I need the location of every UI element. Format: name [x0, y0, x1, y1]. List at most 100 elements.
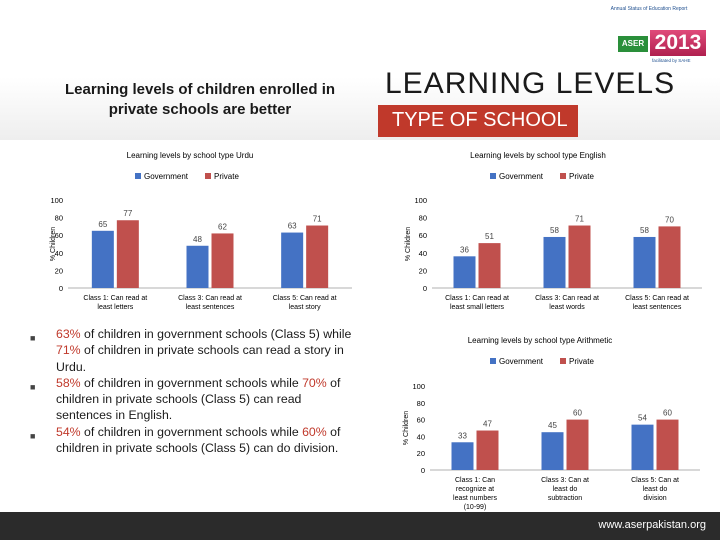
x-tick-label: Class 5: Can read at	[273, 295, 337, 302]
bar-private	[476, 430, 499, 470]
legend-swatch-private	[205, 173, 211, 179]
chart-title: Learning levels by school type Urdu	[127, 151, 254, 160]
logo-year: 2013	[650, 30, 706, 56]
bullet-private-pct: 60%	[302, 424, 327, 439]
bullet-government-pct: 58%	[56, 375, 81, 390]
chart-title: Learning levels by school type English	[470, 151, 606, 160]
y-tick-label: 40	[417, 432, 425, 441]
x-tick-label: subtraction	[548, 495, 582, 502]
bar-government	[543, 236, 566, 288]
bullet-text: of children in private schools (Class 5)…	[56, 424, 341, 456]
x-tick-label: least numbers	[453, 495, 497, 502]
section-label: TYPE OF SCHOOL	[392, 109, 568, 131]
bullet-item-english: ■ 58% of children in government schools w…	[30, 375, 360, 424]
logo-aser: ASER	[618, 36, 648, 52]
x-tick-label: Class 3: Can read at	[535, 295, 599, 302]
chart-title: Learning levels by school type Arithmeti…	[468, 336, 613, 345]
x-tick-label: Class 5: Can at	[631, 477, 679, 484]
data-label: 62	[218, 222, 227, 231]
slide-title: LEARNING LEVELS	[385, 67, 676, 100]
bar-government	[451, 442, 474, 470]
y-tick-label: 60	[55, 231, 63, 240]
y-tick-label: 0	[59, 284, 63, 293]
y-axis-label: % Children	[50, 227, 57, 261]
bullet-text: of children in government schools while	[80, 375, 303, 390]
x-tick-label: least sentences	[633, 304, 682, 311]
y-tick-label: 100	[412, 382, 425, 391]
bullet-government-pct: 54%	[56, 424, 81, 439]
y-tick-label: 60	[419, 231, 427, 240]
y-tick-label: 80	[417, 399, 425, 408]
data-label: 54	[638, 414, 647, 423]
x-tick-label: Class 1: Can read at	[445, 295, 509, 302]
x-tick-label: least sentences	[186, 304, 235, 311]
data-label: 58	[640, 226, 649, 235]
x-tick-label: least do	[553, 486, 578, 493]
bullet-item-arithmetic: ■ 54% of children in government schools w…	[30, 424, 360, 457]
y-tick-label: 20	[417, 449, 425, 458]
bar-private	[478, 243, 501, 288]
bar-private	[568, 225, 591, 288]
legend-swatch-government	[490, 358, 496, 364]
legend-label-government: Government	[499, 357, 544, 366]
bullet-government-pct: 63%	[56, 327, 81, 341]
bullet-text: of children in private schools can read …	[56, 343, 344, 374]
bar-government	[281, 232, 304, 288]
footer-url: www.aserpakistan.org	[598, 519, 706, 531]
y-tick-label: 60	[417, 416, 425, 425]
y-tick-label: 100	[414, 196, 427, 205]
x-tick-label: recognize at	[456, 486, 494, 493]
x-tick-label: Class 3: Can read at	[178, 295, 242, 302]
legend-label-government: Government	[144, 172, 189, 181]
footer-bar: www.aserpakistan.org	[0, 512, 720, 540]
y-tick-label: 40	[55, 249, 63, 258]
bar-private	[116, 220, 139, 288]
data-label: 77	[123, 209, 132, 218]
logo-tagline: Annual Status of Education Report	[610, 6, 688, 12]
legend-swatch-government	[135, 173, 141, 179]
data-label: 51	[485, 232, 494, 241]
y-tick-label: 80	[419, 214, 427, 223]
x-tick-label: least do	[643, 486, 668, 493]
header-background	[0, 0, 720, 140]
bar-private	[656, 419, 679, 470]
bar-government	[91, 230, 114, 288]
y-tick-label: 0	[423, 284, 427, 293]
y-tick-label: 20	[55, 266, 63, 275]
data-label: 45	[548, 421, 557, 430]
data-label: 33	[458, 431, 467, 440]
section-banner: TYPE OF SCHOOL	[378, 105, 578, 137]
y-axis-label: % Children	[405, 227, 412, 261]
bar-private	[211, 233, 234, 288]
bullet-icon: ■	[30, 333, 36, 343]
data-label: 60	[663, 409, 672, 418]
data-label: 48	[193, 235, 202, 244]
bullet-text: of children in government schools while	[80, 424, 303, 439]
y-axis-label: % Children	[403, 411, 410, 445]
slide-subtitle: Learning levels of children enrolled in …	[64, 81, 336, 118]
bullet-item-urdu: ■ 63% of children in government schools (…	[30, 326, 360, 375]
bar-government	[631, 424, 654, 470]
bar-government	[186, 245, 209, 288]
y-tick-label: 40	[419, 249, 427, 258]
bullet-text: of children in private schools (Class 5)…	[56, 375, 341, 423]
x-tick-label: division	[643, 495, 666, 502]
data-label: 47	[483, 420, 492, 429]
y-tick-label: 100	[50, 196, 63, 205]
legend-label-private: Private	[214, 172, 239, 181]
data-label: 60	[573, 409, 582, 418]
x-tick-label: least small letters	[450, 304, 505, 311]
bar-private	[566, 419, 589, 470]
x-tick-label: Class 1: Can	[455, 477, 495, 484]
data-label: 65	[98, 220, 107, 229]
x-tick-label: Class 3: Can at	[541, 477, 589, 484]
data-label: 63	[288, 222, 297, 231]
logo-subtext: facilitated by SAHE	[652, 58, 691, 63]
bullet-icon: ■	[30, 430, 36, 441]
aser-2013-logo: Annual Status of Education Report ASER 2…	[590, 6, 708, 64]
bar-government	[453, 256, 476, 288]
data-label: 71	[575, 215, 584, 224]
legend-label-private: Private	[569, 357, 594, 366]
bar-private	[306, 225, 329, 288]
